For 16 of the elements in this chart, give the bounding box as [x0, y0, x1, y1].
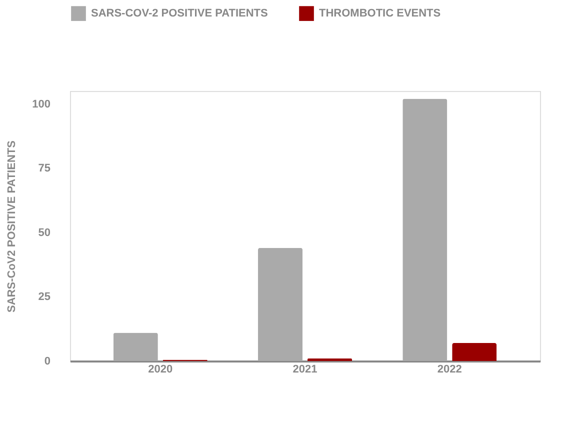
bar	[452, 343, 497, 361]
y-tick-label: 75	[38, 162, 50, 175]
y-tick-label: 0	[44, 356, 50, 368]
legend-label: SARS-COV-2 POSITIVE PATIENTS	[91, 8, 268, 20]
legend-label: THROMBOTIC EVENTS	[319, 8, 441, 20]
bar	[402, 98, 448, 361]
x-tick-label: 2021	[292, 364, 318, 376]
y-tick-label: 50	[38, 226, 50, 239]
y-tick-label: 100	[32, 98, 50, 110]
x-tick-label: 2020	[148, 364, 173, 376]
x-tick-label: 2022	[437, 364, 462, 376]
bar	[258, 248, 303, 361]
bar	[113, 332, 158, 361]
y-tick-label: 25	[38, 291, 50, 304]
bar	[307, 358, 352, 361]
y-axis-title: SARS-CoV2 POSITIVE PATIENTS	[6, 140, 18, 312]
